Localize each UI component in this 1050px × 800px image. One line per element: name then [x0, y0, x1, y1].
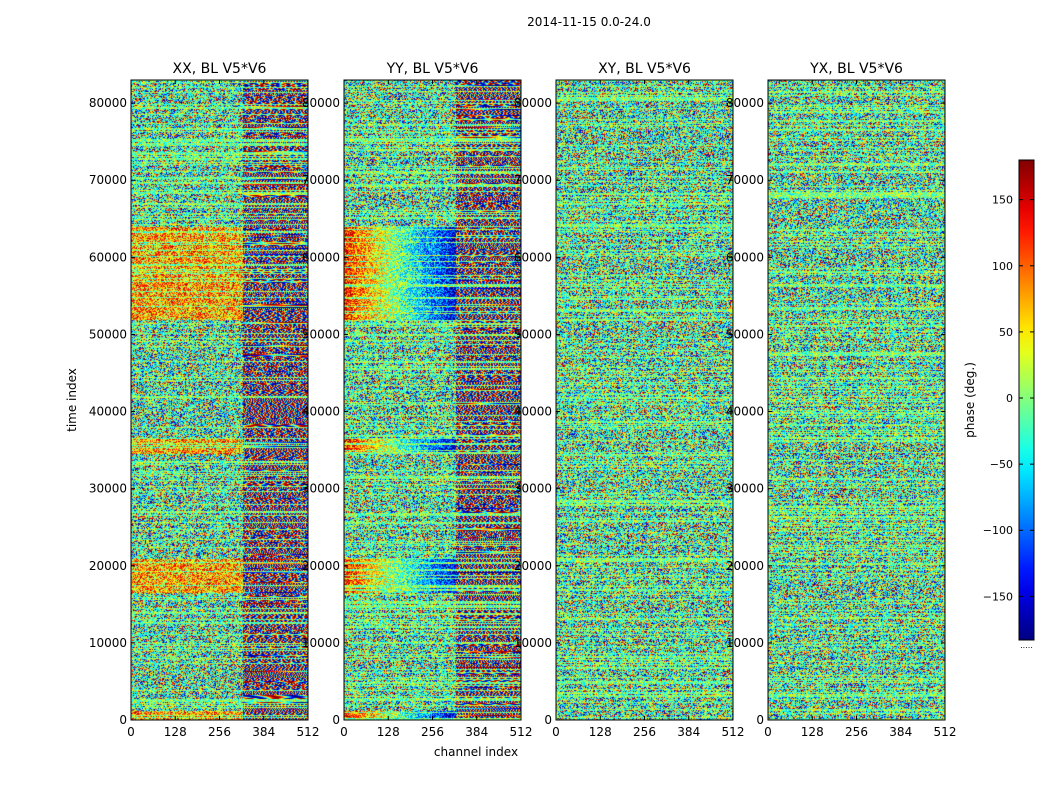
heatmap-panels: XX, BL V5*V6 0 128 256 384 512 0 10000 20000 3000…	[89, 61, 957, 739]
x-tick-label: 384	[677, 725, 700, 739]
y-tick-label: 30000	[514, 482, 552, 496]
x-axis-label: channel index	[434, 745, 518, 759]
heatmap-image	[768, 80, 945, 720]
y-tick-label: 50000	[89, 327, 127, 341]
x-tick-label: 512	[297, 725, 320, 739]
figure-suptitle: 2014-11-15 0.0-24.0	[527, 15, 651, 29]
heatmap-image	[131, 80, 308, 720]
y-tick-label: 60000	[89, 250, 127, 264]
y-tick-label: 80000	[89, 96, 127, 110]
colorbar-label: phase (deg.)	[963, 362, 977, 438]
x-tick-label: 256	[208, 725, 231, 739]
y-tick-label: 70000	[302, 173, 340, 187]
y-tick-label: 20000	[89, 559, 127, 573]
y-tick-label: 30000	[726, 482, 764, 496]
colorbar-tick-label: 150	[992, 194, 1013, 207]
colorbar-tick-label: −150	[983, 590, 1013, 603]
y-tick-label: 10000	[89, 636, 127, 650]
y-tick-label: 10000	[726, 636, 764, 650]
x-tick-label: 128	[801, 725, 824, 739]
colorbar-gradient	[1018, 159, 1035, 641]
y-tick-label: 80000	[726, 96, 764, 110]
x-tick-label: 0	[552, 725, 560, 739]
x-tick-label: 128	[589, 725, 612, 739]
colorbar-tick-label: 50	[999, 326, 1013, 339]
heatmap-panel-3: XY, BL V5*V6 0 128 256 384 512 0 10000 20000 3000…	[514, 61, 745, 739]
y-tick-label: 80000	[302, 96, 340, 110]
y-tick-label: 20000	[726, 559, 764, 573]
y-tick-label: 0	[544, 713, 552, 727]
y-tick-label: 20000	[514, 559, 552, 573]
x-tick-label: 512	[722, 725, 745, 739]
y-tick-label: 10000	[514, 636, 552, 650]
y-tick-label: 70000	[89, 173, 127, 187]
y-tick-label: 40000	[514, 405, 552, 419]
y-tick-label: 30000	[302, 482, 340, 496]
y-tick-label: 0	[332, 713, 340, 727]
colorbar-footer: .....	[1020, 641, 1033, 650]
heatmap-panel-4: YX, BL V5*V6 0 128 256 384 512 0 10000 20000 3000…	[726, 61, 957, 739]
colorbar-tick-label: −50	[990, 458, 1013, 471]
heatmap-image	[556, 80, 733, 720]
y-tick-label: 70000	[726, 173, 764, 187]
x-tick-label: 384	[889, 725, 912, 739]
x-tick-label: 512	[934, 725, 957, 739]
panel-title: YX, BL V5*V6	[809, 61, 903, 77]
x-tick-label: 384	[252, 725, 275, 739]
x-tick-label: 384	[465, 725, 488, 739]
panel-title: XX, BL V5*V6	[173, 61, 267, 77]
y-tick-label: 40000	[302, 405, 340, 419]
x-tick-label: 128	[377, 725, 400, 739]
heatmap-image	[344, 80, 521, 720]
x-tick-label: 256	[421, 725, 444, 739]
x-tick-label: 0	[127, 725, 135, 739]
y-tick-label: 70000	[514, 173, 552, 187]
panel-title: XY, BL V5*V6	[598, 61, 691, 77]
y-tick-label: 60000	[302, 250, 340, 264]
y-tick-label: 0	[756, 713, 764, 727]
x-tick-label: 0	[340, 725, 348, 739]
colorbar-tick-label: −100	[983, 524, 1013, 537]
y-tick-label: 10000	[302, 636, 340, 650]
panel-title: YY, BL V5*V6	[386, 61, 479, 77]
y-tick-label: 60000	[514, 250, 552, 264]
y-tick-label: 20000	[302, 559, 340, 573]
colorbar: 150 100 50 0 −50 −100 −150.....	[983, 159, 1035, 650]
y-tick-label: 40000	[726, 405, 764, 419]
heatmap-panel-1: XX, BL V5*V6 0 128 256 384 512 0 10000 20000 3000…	[89, 61, 320, 739]
y-tick-label: 50000	[302, 327, 340, 341]
colorbar-tick-label: 100	[992, 260, 1013, 273]
y-axis-label: time index	[65, 368, 79, 432]
colorbar-tick-label: 0	[1006, 392, 1013, 405]
x-tick-label: 256	[845, 725, 868, 739]
y-tick-label: 30000	[89, 482, 127, 496]
x-tick-label: 0	[764, 725, 772, 739]
y-tick-label: 40000	[89, 405, 127, 419]
y-tick-label: 50000	[514, 327, 552, 341]
y-tick-label: 80000	[514, 96, 552, 110]
heatmap-panel-2: YY, BL V5*V6 0 128 256 384 512 0 10000 20000 3000…	[302, 61, 533, 739]
x-tick-label: 256	[633, 725, 656, 739]
x-tick-label: 128	[164, 725, 187, 739]
y-tick-label: 60000	[726, 250, 764, 264]
y-tick-label: 50000	[726, 327, 764, 341]
x-tick-label: 512	[510, 725, 533, 739]
y-tick-label: 0	[119, 713, 127, 727]
